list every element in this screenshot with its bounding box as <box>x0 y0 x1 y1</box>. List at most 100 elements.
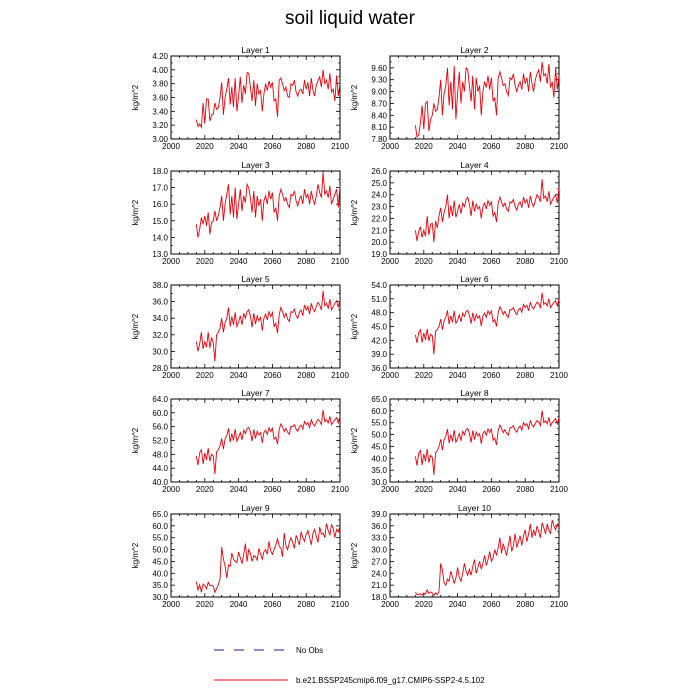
x-tick-label: 2040 <box>230 371 248 380</box>
x-tick-label: 2100 <box>550 600 568 609</box>
x-tick-label: 2020 <box>415 371 433 380</box>
y-tick-label: 39.0 <box>371 510 387 519</box>
panel-title: Layer 5 <box>241 274 270 284</box>
y-tick-label: 3.00 <box>152 135 168 144</box>
y-tick-label: 51.0 <box>371 295 387 304</box>
y-tick-label: 60.0 <box>152 409 168 418</box>
x-tick-label: 2040 <box>449 600 467 609</box>
x-tick-label: 2040 <box>449 371 467 380</box>
legend-label-no-obs: No Obs <box>296 646 323 655</box>
y-tick-label: 4.00 <box>152 66 168 75</box>
y-tick-label: 3.20 <box>152 121 168 130</box>
x-tick-label: 2080 <box>297 257 315 266</box>
y-tick-label: 55.0 <box>371 419 387 428</box>
y-tick-label: 64.0 <box>152 395 168 404</box>
series-line <box>414 292 560 355</box>
panel-title: Layer 7 <box>241 388 270 398</box>
plot-frame <box>170 513 341 598</box>
panel-title: Layer 2 <box>460 45 489 55</box>
y-tick-label: 34.0 <box>152 314 168 323</box>
y-tick-label: 13.0 <box>152 250 168 259</box>
y-tick-label: 18.0 <box>371 593 387 602</box>
y-tick-label: 28.0 <box>152 364 168 373</box>
x-tick-label: 2040 <box>230 257 248 266</box>
y-tick-label: 65.0 <box>152 510 168 519</box>
y-tick-label: 17.0 <box>152 184 168 193</box>
series-line <box>195 69 341 129</box>
x-tick-label: 2100 <box>331 600 349 609</box>
panel-8: Layer 8 2000 2020 2040 2060 2080 2100 30.0 35.0 4… <box>350 388 568 494</box>
y-tick-label: 4.20 <box>152 52 168 61</box>
y-tick-label: 9.30 <box>371 76 387 85</box>
y-tick-label: 50.0 <box>371 431 387 440</box>
x-tick-label: 2060 <box>264 485 282 494</box>
x-tick-label: 2100 <box>331 371 349 380</box>
y-axis-label: kg/m^2 <box>131 427 140 453</box>
panel-2: Layer 2 2000 2020 2040 2060 2080 2100 7.80 8.10 8… <box>350 45 568 151</box>
y-tick-label: 24.0 <box>371 191 387 200</box>
x-tick-label: 2080 <box>516 485 534 494</box>
y-tick-label: 8.70 <box>371 99 387 108</box>
x-tick-label: 2020 <box>415 600 433 609</box>
figure-title: soil liquid water <box>285 8 415 29</box>
x-tick-label: 2020 <box>196 600 214 609</box>
y-tick-label: 23.0 <box>371 203 387 212</box>
series-line <box>414 410 560 475</box>
y-tick-label: 55.0 <box>152 534 168 543</box>
x-tick-label: 2060 <box>483 371 501 380</box>
x-tick-label: 2000 <box>162 142 180 151</box>
y-tick-label: 52.0 <box>152 437 168 446</box>
y-tick-label: 50.0 <box>152 546 168 555</box>
y-tick-label: 3.60 <box>152 94 168 103</box>
x-tick-label: 2100 <box>331 257 349 266</box>
y-tick-label: 7.80 <box>371 135 387 144</box>
series-line <box>195 172 341 238</box>
x-tick-label: 2000 <box>162 257 180 266</box>
y-tick-label: 35.0 <box>371 466 387 475</box>
panel-5: Layer 5 2000 2020 2040 2060 2080 2100 28.0 30.0 3… <box>131 274 349 380</box>
series-line <box>414 179 560 243</box>
x-tick-label: 2020 <box>415 485 433 494</box>
y-tick-label: 8.40 <box>371 111 387 120</box>
series-line <box>415 519 560 597</box>
y-tick-label: 16.0 <box>152 200 168 209</box>
x-tick-label: 2000 <box>381 371 399 380</box>
x-tick-label: 2080 <box>297 600 315 609</box>
plot-frame <box>170 55 341 140</box>
y-tick-label: 30.0 <box>371 546 387 555</box>
x-tick-label: 2000 <box>162 371 180 380</box>
x-tick-label: 2000 <box>162 485 180 494</box>
y-tick-label: 18.0 <box>152 167 168 176</box>
x-tick-label: 2100 <box>550 371 568 380</box>
x-tick-label: 2000 <box>162 600 180 609</box>
y-tick-label: 54.0 <box>371 281 387 290</box>
x-tick-label: 2080 <box>516 600 534 609</box>
x-tick-label: 2080 <box>516 257 534 266</box>
x-tick-label: 2040 <box>230 485 248 494</box>
panel-10: Layer 10 2000 2020 2040 2060 2080 2100 18.0 21.0… <box>350 503 568 609</box>
x-tick-label: 2020 <box>196 371 214 380</box>
y-tick-label: 9.60 <box>371 64 387 73</box>
x-tick-label: 2060 <box>264 257 282 266</box>
y-tick-label: 39.0 <box>371 350 387 359</box>
panel-6: Layer 6 2000 2020 2040 2060 2080 2100 36.0 39.0 4… <box>350 274 568 380</box>
y-tick-label: 30.0 <box>371 478 387 487</box>
series-line <box>195 410 341 475</box>
x-tick-label: 2040 <box>230 600 248 609</box>
y-tick-label: 30.0 <box>152 593 168 602</box>
x-tick-label: 2040 <box>230 142 248 151</box>
x-tick-label: 2060 <box>483 257 501 266</box>
plot-frame <box>170 398 341 483</box>
y-tick-label: 30.0 <box>152 347 168 356</box>
legend: No Obs b.e21.BSSP245cmip6.f09_g17.CMIP6-S… <box>214 646 485 685</box>
x-tick-label: 2020 <box>196 257 214 266</box>
x-tick-label: 2100 <box>331 485 349 494</box>
y-tick-label: 33.0 <box>371 534 387 543</box>
x-tick-label: 2000 <box>381 485 399 494</box>
x-tick-label: 2020 <box>196 485 214 494</box>
panel-title: Layer 4 <box>460 160 489 170</box>
x-tick-label: 2060 <box>264 142 282 151</box>
x-tick-label: 2100 <box>550 142 568 151</box>
panel-4: Layer 4 2000 2020 2040 2060 2080 2100 19.0 20.0 2… <box>350 160 568 266</box>
